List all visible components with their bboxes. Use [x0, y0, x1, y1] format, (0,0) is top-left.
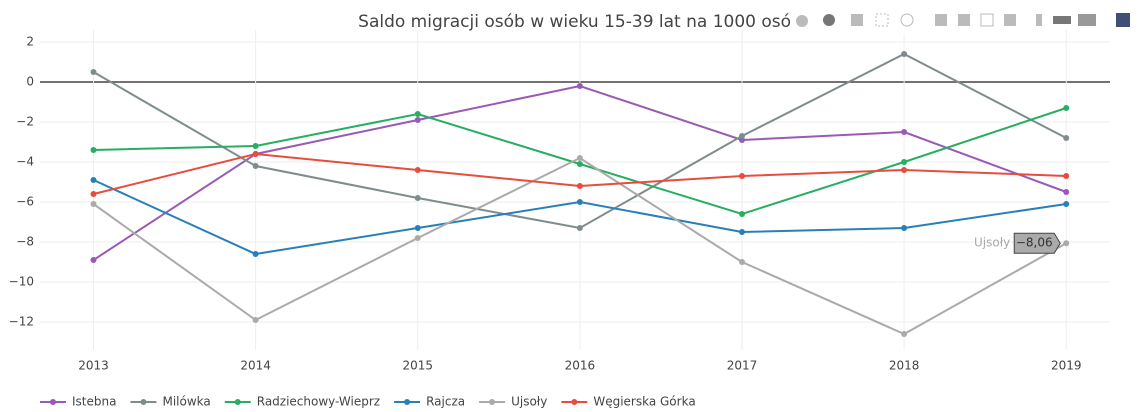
legend-label: Węgierska Górka [593, 395, 695, 409]
icon-zoom[interactable] [823, 14, 835, 26]
legend-label: Radziechowy-Wieprz [257, 395, 380, 409]
data-point [252, 163, 259, 169]
x-tick-label: 2019 [1051, 359, 1082, 373]
y-tick-label: −6 [16, 195, 34, 209]
data-point [414, 235, 421, 241]
data-point [576, 225, 583, 231]
data-point [414, 195, 421, 201]
data-point [252, 151, 259, 157]
y-tick-label: 2 [26, 35, 34, 49]
data-point [1063, 189, 1070, 195]
data-point [414, 167, 421, 173]
data-point [738, 173, 745, 179]
y-tick-label: 0 [26, 75, 34, 89]
data-point [1063, 135, 1070, 141]
chart-title: Saldo migracji osób w wieku 15-39 lat na… [358, 12, 802, 32]
icon-spike[interactable] [1036, 14, 1042, 26]
legend-marker [571, 399, 578, 405]
data-point [901, 225, 908, 231]
icon-camera[interactable] [796, 15, 808, 27]
data-point [1063, 173, 1070, 179]
legend-label: Milówka [162, 395, 210, 409]
legend-marker [140, 399, 147, 405]
data-point [414, 111, 421, 117]
legend-marker [50, 399, 56, 405]
data-point [90, 177, 97, 183]
icon-autoscale[interactable] [980, 13, 994, 27]
data-point [901, 51, 908, 57]
data-point [90, 69, 97, 75]
modebar[interactable] [790, 10, 1130, 34]
data-point [576, 199, 583, 205]
legend-item[interactable]: Istebna [40, 395, 116, 409]
icon-hover-closest[interactable] [1053, 16, 1071, 24]
hover-name: Ujsoły [974, 236, 1010, 250]
legend-item[interactable]: Ujsoły [479, 395, 547, 409]
data-point [1063, 201, 1070, 207]
icon-plotly[interactable] [1116, 13, 1130, 27]
data-point [1063, 240, 1070, 247]
data-point [901, 331, 908, 337]
data-point [738, 229, 745, 235]
x-tick-label: 2015 [402, 359, 433, 373]
x-tick-label: 2016 [565, 359, 596, 373]
icon-lasso[interactable] [900, 13, 914, 27]
y-tick-label: −2 [16, 115, 34, 129]
icon-zoom-in[interactable] [935, 14, 947, 26]
data-point [414, 117, 421, 123]
legend-label: Ujsoły [511, 395, 547, 409]
x-tick-label: 2017 [727, 359, 758, 373]
legend-marker [404, 399, 411, 405]
icon-hover-compare[interactable] [1078, 14, 1096, 26]
legend-item[interactable]: Radziechowy-Wieprz [224, 395, 380, 409]
hover-box [1013, 232, 1061, 254]
icon-select[interactable] [875, 13, 889, 27]
hover-value: −8,06 [1016, 236, 1053, 250]
x-tick-label: 2018 [889, 359, 920, 373]
data-point [576, 83, 583, 89]
data-point [90, 257, 97, 263]
data-point [576, 161, 583, 167]
data-point [414, 225, 421, 231]
modebar-bg [790, 10, 1010, 34]
data-point [738, 259, 745, 265]
data-point [1063, 105, 1070, 111]
legend-item[interactable]: Rajcza [394, 395, 465, 409]
icon-zoom-out[interactable] [958, 14, 970, 26]
icon-home[interactable] [1004, 14, 1016, 26]
data-point [252, 317, 259, 323]
x-tick-label: 2013 [78, 359, 109, 373]
legend-item[interactable]: Milówka [130, 395, 211, 409]
y-tick-label: −8 [16, 235, 34, 249]
data-point [901, 129, 908, 135]
data-point [252, 143, 259, 149]
y-tick-label: −4 [16, 155, 34, 169]
data-point [90, 201, 97, 207]
legend-item[interactable]: Węgierska Górka [561, 395, 696, 409]
legend-label: Istebna [72, 395, 116, 409]
data-point [252, 251, 259, 257]
y-tick-label: −12 [9, 315, 34, 329]
legend-marker [489, 399, 496, 405]
legend-label: Rajcza [426, 395, 465, 409]
data-point [738, 211, 745, 217]
data-point [576, 155, 583, 161]
data-point [90, 147, 97, 153]
data-point [90, 191, 97, 197]
y-tick-label: −10 [9, 275, 34, 289]
x-tick-label: 2014 [240, 359, 271, 373]
legend-marker [234, 399, 241, 405]
data-point [901, 167, 908, 173]
data-point [576, 183, 583, 189]
data-point [738, 133, 745, 139]
data-point [901, 159, 908, 165]
icon-pan[interactable] [851, 14, 863, 26]
